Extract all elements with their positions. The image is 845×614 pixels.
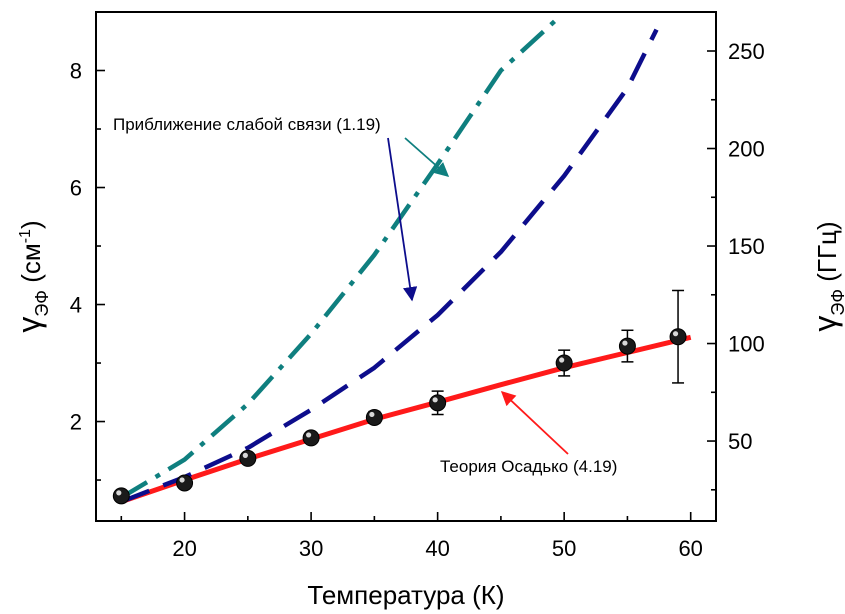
- y-axis-subscript: ЭФ: [32, 290, 52, 317]
- data-point-highlight: [116, 490, 122, 496]
- annotation-arrow-weak-blue: [387, 137, 418, 302]
- x-axis-title: Температура (К): [307, 580, 504, 610]
- data-point-highlight: [369, 411, 375, 418]
- y2-axis-symbol: γ: [807, 316, 843, 332]
- y2-tick-label: 200: [728, 137, 765, 162]
- y-tick-label: 4: [70, 293, 82, 318]
- data-point: [302, 429, 320, 447]
- data-point: [112, 487, 130, 505]
- data-point: [669, 328, 687, 346]
- data-point-highlight: [179, 477, 185, 483]
- y2-axis-subscript: ЭФ: [828, 289, 845, 316]
- x-tick-label: 20: [172, 536, 196, 561]
- axes-layer: 20 30 40 50 60 2 4 6 8 50 100 150 200 250 Температура …: [11, 11, 845, 610]
- data-point-highlight: [242, 452, 248, 458]
- x-tick-label: 60: [678, 536, 702, 561]
- y2-axis-unit: (ГГц): [812, 221, 842, 289]
- annotation-arrow-osadko: [500, 391, 569, 455]
- y-axis-unit: (см: [16, 243, 46, 290]
- plot-frame: [95, 11, 717, 522]
- data-point-highlight: [432, 397, 438, 403]
- y2-tick-label: 50: [728, 429, 752, 454]
- x-tick-label: 50: [552, 536, 576, 561]
- y2-tick-label: 150: [728, 234, 765, 259]
- data-point: [429, 394, 447, 412]
- points-layer: [112, 289, 687, 505]
- data-point: [618, 337, 636, 355]
- y-axis-symbol: γ: [11, 317, 47, 333]
- series-line-dash: [120, 28, 659, 504]
- y-tick-label: 8: [70, 59, 82, 84]
- y-axis-unit-sup: -1: [17, 229, 34, 243]
- series-layer: [120, 13, 692, 505]
- y-axis-title: γЭФ (см-1): [11, 220, 52, 332]
- y2-axis-title: γЭФ (ГГц): [807, 221, 845, 331]
- data-point: [365, 408, 383, 426]
- annotation-arrow-weak-teal: [404, 137, 450, 177]
- y2-tick-label: 100: [728, 332, 765, 357]
- series-line-dashdot: [120, 13, 564, 500]
- data-point-highlight: [622, 340, 628, 346]
- y-tick-label: 2: [70, 410, 82, 435]
- x-tick-label: 40: [425, 536, 449, 561]
- y-axis-unit-close: ): [16, 220, 46, 229]
- y2-tick-label: 250: [728, 39, 765, 64]
- annotations-layer: Приближение слабой связи (1.19) Теория Ос…: [113, 115, 617, 476]
- x-tick-label: 30: [299, 536, 323, 561]
- data-point: [555, 354, 573, 372]
- data-point-highlight: [559, 357, 565, 363]
- data-point: [176, 474, 194, 492]
- data-point-highlight: [672, 331, 679, 337]
- annotation-osadko: Теория Осадько (4.19): [440, 457, 617, 476]
- annotation-weak-coupling: Приближение слабой связи (1.19): [113, 115, 381, 134]
- y-tick-label: 6: [70, 176, 82, 201]
- series-line-solid: [120, 334, 692, 505]
- data-point-highlight: [306, 432, 312, 438]
- data-point: [239, 449, 257, 467]
